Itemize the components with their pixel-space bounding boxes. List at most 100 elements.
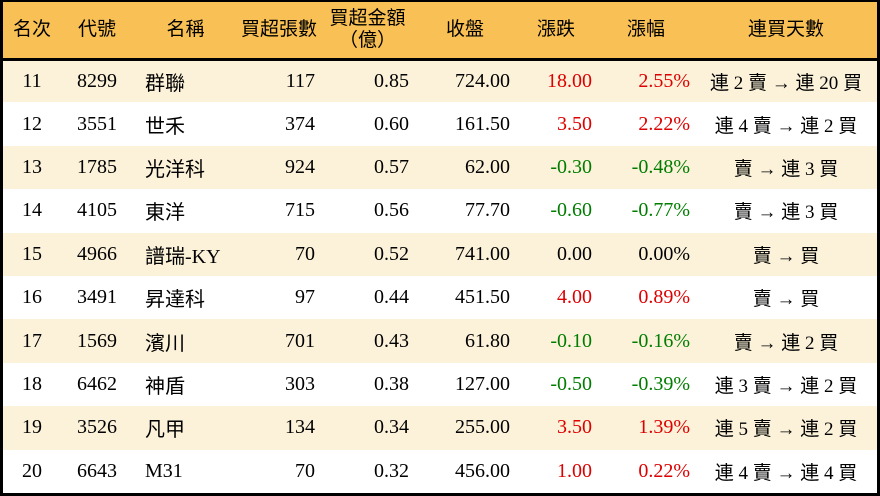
cell-name: 世禾 bbox=[145, 115, 185, 138]
cell-streak: 連 3 賣 → 連 2 買 bbox=[714, 375, 858, 397]
column-header-label: 連買天數 bbox=[747, 18, 824, 40]
cell-name: 神盾 bbox=[145, 375, 185, 398]
cell-close: 741.00 bbox=[455, 242, 510, 265]
cell-change: -0.60 bbox=[550, 199, 592, 222]
cell-close: 77.70 bbox=[465, 199, 510, 222]
cell-code: 1785 bbox=[77, 155, 117, 178]
cell-name: M31 bbox=[145, 459, 183, 482]
cell-rank: 18 bbox=[22, 372, 42, 395]
cell-close: 61.80 bbox=[465, 329, 510, 352]
cell-amount: 0.56 bbox=[374, 199, 409, 222]
cell-streak: 連 5 賣 → 連 2 買 bbox=[714, 419, 858, 441]
cell-volume: 924 bbox=[285, 155, 315, 178]
cell-name: 東洋 bbox=[145, 202, 185, 225]
cell-rank: 16 bbox=[22, 286, 42, 309]
cell-change: 4.00 bbox=[557, 286, 592, 309]
table-row-rank-17: 17 1569 濱川 701 0.43 61.80 -0.10 -0.16% 賣 → 連 2 買 bbox=[3, 319, 877, 363]
column-header-name: 名稱 bbox=[133, 2, 238, 61]
cell-volume: 715 bbox=[285, 199, 315, 222]
cell-amount: 0.38 bbox=[374, 372, 409, 395]
cell-code: 6643 bbox=[77, 459, 117, 482]
cell-code: 4966 bbox=[77, 242, 117, 265]
cell-code: 3551 bbox=[77, 112, 117, 135]
cell-change_pct: 0.00% bbox=[638, 242, 690, 265]
cell-name: 昇達科 bbox=[145, 289, 205, 312]
table-row-rank-18: 18 6462 神盾 303 0.38 127.00 -0.50 -0.39% 連 3 賣 → … bbox=[3, 362, 877, 407]
cell-close: 255.00 bbox=[455, 416, 510, 439]
column-header-rank: 名次 bbox=[3, 2, 61, 61]
cell-code: 4105 bbox=[77, 199, 117, 222]
cell-change: -0.50 bbox=[550, 372, 592, 395]
cell-change_pct: -0.39% bbox=[631, 372, 690, 395]
cell-code: 3491 bbox=[77, 286, 117, 309]
cell-volume: 134 bbox=[285, 416, 315, 439]
column-header-change_pct: 漲幅 bbox=[597, 2, 695, 61]
cell-change_pct: -0.77% bbox=[631, 199, 690, 222]
cell-volume: 70 bbox=[295, 242, 315, 265]
column-header-change: 漲跌 bbox=[515, 2, 597, 61]
cell-code: 6462 bbox=[77, 372, 117, 395]
column-header-label: 名稱 bbox=[166, 18, 205, 40]
table-row-rank-13: 13 1785 光洋科 924 0.57 62.00 -0.30 -0.48% 賣 → 連 3 … bbox=[3, 145, 877, 190]
cell-rank: 19 bbox=[22, 416, 42, 439]
cell-amount: 0.60 bbox=[374, 112, 409, 135]
cell-rank: 20 bbox=[22, 459, 42, 482]
column-header-streak: 連買天數 bbox=[695, 2, 877, 61]
column-header-label: 收盤 bbox=[445, 18, 484, 40]
cell-close: 62.00 bbox=[465, 155, 510, 178]
cell-change: 1.00 bbox=[557, 459, 592, 482]
cell-change_pct: -0.48% bbox=[631, 155, 690, 178]
cell-close: 451.50 bbox=[455, 286, 510, 309]
cell-code: 8299 bbox=[77, 69, 117, 92]
cell-change_pct: 1.39% bbox=[638, 416, 690, 439]
table-header: 名次 代號 名稱 買超張數 買超金額 （億） 收盤 漲跌 漲幅 連買天數 bbox=[3, 2, 877, 61]
cell-close: 456.00 bbox=[455, 459, 510, 482]
cell-streak: 賣 → 買 bbox=[752, 245, 820, 267]
cell-streak: 連 4 賣 → 連 2 買 bbox=[714, 115, 858, 137]
cell-amount: 0.43 bbox=[374, 329, 409, 352]
table-row-rank-16: 16 3491 昇達科 97 0.44 451.50 4.00 0.89% 賣 → 買 bbox=[3, 275, 877, 320]
table-body: 11 8299 群聯 117 0.85 724.00 18.00 2.55% 連 2 賣 → 連… bbox=[3, 59, 877, 493]
table-row-rank-19: 19 3526 凡甲 134 0.34 255.00 3.50 1.39% 連 5 賣 → 連 … bbox=[3, 406, 877, 450]
cell-change: -0.10 bbox=[550, 329, 592, 352]
cell-amount: 0.32 bbox=[374, 459, 409, 482]
cell-change: 18.00 bbox=[547, 69, 592, 92]
cell-change_pct: -0.16% bbox=[631, 329, 690, 352]
table-row-rank-20: 20 6643 M31 70 0.32 456.00 1.00 0.22% 連 4 賣 → 連 … bbox=[3, 449, 877, 493]
header-row: 名次 代號 名稱 買超張數 買超金額 （億） 收盤 漲跌 漲幅 連買天數 bbox=[3, 2, 877, 61]
cell-close: 127.00 bbox=[455, 372, 510, 395]
cell-close: 724.00 bbox=[455, 69, 510, 92]
cell-volume: 70 bbox=[295, 459, 315, 482]
cell-rank: 12 bbox=[22, 112, 42, 135]
cell-name: 凡甲 bbox=[145, 419, 185, 442]
cell-change: 3.50 bbox=[557, 416, 592, 439]
cell-change: 0.00 bbox=[557, 242, 592, 265]
stock-table: 名次 代號 名稱 買超張數 買超金額 （億） 收盤 漲跌 漲幅 連買天數 11 8299 群聯 117 0… bbox=[3, 2, 877, 493]
cell-volume: 701 bbox=[285, 329, 315, 352]
cell-rank: 13 bbox=[22, 155, 42, 178]
cell-amount: 0.52 bbox=[374, 242, 409, 265]
cell-volume: 97 bbox=[295, 286, 315, 309]
cell-streak: 賣 → 連 3 買 bbox=[733, 158, 839, 180]
cell-amount: 0.44 bbox=[374, 286, 409, 309]
column-header-label: 買超張數 bbox=[240, 18, 317, 40]
cell-streak: 連 4 賣 → 連 4 買 bbox=[714, 462, 858, 484]
table-row-rank-14: 14 4105 東洋 715 0.56 77.70 -0.60 -0.77% 賣 → 連 3 買 bbox=[3, 189, 877, 233]
column-header-label: 買超金額 bbox=[329, 7, 406, 29]
cell-streak: 連 2 賣 → 連 20 買 bbox=[709, 72, 862, 94]
cell-rank: 17 bbox=[22, 329, 42, 352]
cell-name: 濱川 bbox=[145, 332, 185, 355]
table-row-rank-12: 12 3551 世禾 374 0.60 161.50 3.50 2.22% 連 4 賣 → 連 … bbox=[3, 102, 877, 146]
cell-amount: 0.34 bbox=[374, 416, 409, 439]
cell-name: 光洋科 bbox=[145, 158, 205, 181]
column-header-label-line2: （億） bbox=[338, 29, 396, 51]
column-header-volume: 買超張數 bbox=[238, 2, 320, 61]
cell-amount: 0.57 bbox=[374, 155, 409, 178]
cell-amount: 0.85 bbox=[374, 69, 409, 92]
cell-streak: 賣 → 連 3 買 bbox=[733, 202, 839, 224]
cell-change_pct: 0.89% bbox=[638, 286, 690, 309]
cell-volume: 374 bbox=[285, 112, 315, 135]
cell-streak: 賣 → 連 2 買 bbox=[733, 332, 839, 354]
cell-rank: 11 bbox=[22, 69, 42, 92]
